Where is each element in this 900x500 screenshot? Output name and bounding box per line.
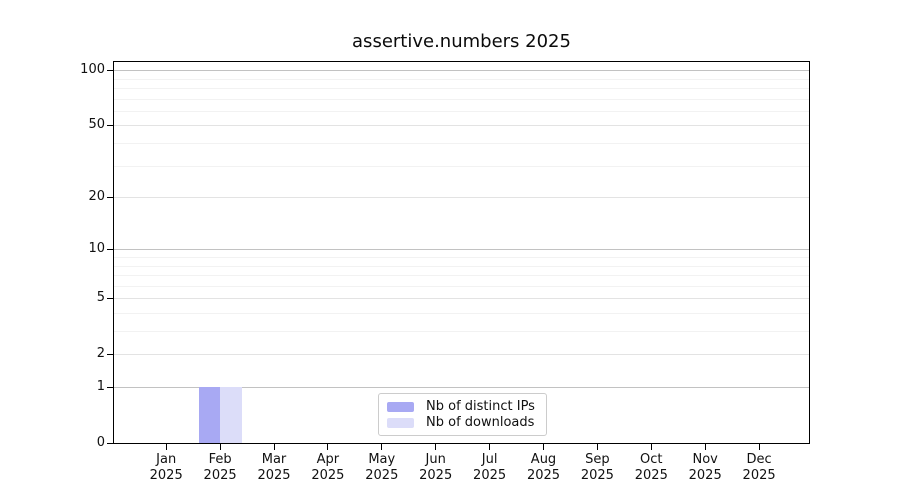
minor-gridline: [114, 110, 809, 112]
x-tick-year: 2025: [365, 468, 399, 483]
gridline: [114, 197, 809, 199]
x-tick-month: Feb: [208, 452, 232, 467]
x-tick-label: Aug 2025: [512, 452, 576, 484]
x-tick-year: 2025: [203, 468, 237, 483]
y-tick-label: 100: [80, 62, 105, 78]
x-tick-year: 2025: [473, 468, 507, 483]
x-tick-year: 2025: [688, 468, 722, 483]
y-tick-label: 50: [88, 117, 105, 133]
x-tick-label: Jan 2025: [134, 452, 198, 484]
x-tick: [435, 444, 437, 450]
legend-swatch-downloads: [387, 417, 414, 428]
x-tick: [596, 444, 598, 450]
plot-canvas: [114, 62, 809, 443]
y-tick: [107, 387, 113, 388]
x-tick-year: 2025: [742, 468, 776, 483]
major-gridline: [114, 387, 809, 388]
minor-gridline: [114, 285, 809, 287]
x-tick-month: Apr: [316, 452, 340, 467]
legend-label-downloads: Nb of downloads: [426, 415, 535, 430]
x-tick-month: Jan: [156, 452, 177, 467]
legend-label-distinct-ips: Nb of distinct IPs: [426, 399, 535, 414]
legend-entry-distinct-ips: Nb of distinct IPs: [387, 399, 537, 414]
y-tick: [107, 70, 113, 72]
x-tick: [273, 444, 275, 450]
x-tick-year: 2025: [526, 468, 561, 483]
x-tick-month: Sep: [585, 452, 610, 467]
y-tick: [107, 249, 113, 251]
x-tick-month: Oct: [640, 452, 663, 467]
x-tick-label: Feb 2025: [188, 452, 252, 484]
x-tick-year: 2025: [580, 468, 614, 483]
minor-gridline: [114, 257, 809, 258]
x-tick: [381, 444, 383, 450]
gridline: [114, 125, 809, 127]
x-tick-year: 2025: [149, 468, 183, 483]
x-tick-label: Apr 2025: [296, 452, 360, 484]
y-tick-label: 0: [96, 435, 105, 450]
bar: [220, 387, 242, 443]
x-tick-label: Oct 2025: [619, 452, 683, 484]
x-tick: [543, 444, 544, 450]
x-tick-label: May 2025: [350, 452, 414, 484]
minor-gridline: [114, 98, 809, 100]
x-tick-month: Aug: [530, 452, 557, 467]
minor-gridline: [114, 143, 809, 145]
x-tick: [489, 444, 491, 450]
x-tick: [650, 444, 652, 450]
legend-entry-downloads: Nb of downloads: [387, 415, 537, 430]
y-tick-label: 20: [88, 189, 105, 205]
y-tick: [107, 443, 113, 444]
x-tick-label: Mar 2025: [242, 452, 306, 484]
x-tick: [219, 444, 221, 450]
bar: [198, 387, 221, 443]
x-tick: [165, 444, 167, 450]
y-tick: [107, 298, 113, 300]
minor-gridline: [114, 78, 809, 80]
minor-gridline: [114, 265, 809, 267]
minor-gridline: [114, 165, 809, 167]
y-tick-label: 2: [96, 346, 105, 362]
x-tick-year: 2025: [257, 468, 291, 483]
x-tick-label: Nov 2025: [673, 452, 737, 484]
y-tick-label: 1: [96, 379, 105, 394]
x-tick-year: 2025: [634, 468, 668, 483]
minor-gridline: [114, 88, 809, 90]
x-tick-label: Jul 2025: [458, 452, 522, 484]
x-tick-year: 2025: [311, 468, 345, 483]
y-tick: [107, 125, 113, 127]
x-tick-month: Mar: [261, 452, 287, 467]
x-tick-label: Sep 2025: [565, 452, 629, 484]
x-tick-month: Nov: [692, 452, 718, 467]
plot-area: [113, 61, 810, 444]
legend: Nb of distinct IPs Nb of downloads: [378, 393, 547, 436]
x-tick-month: Dec: [746, 452, 772, 467]
gridline: [114, 298, 809, 300]
chart-title: assertive.numbers 2025: [352, 31, 571, 52]
x-tick-label: Jun 2025: [404, 452, 468, 484]
major-gridline: [114, 249, 809, 251]
x-tick: [327, 444, 329, 450]
minor-gridline: [114, 331, 809, 333]
gridline: [114, 354, 809, 356]
major-gridline: [114, 70, 809, 72]
x-tick-month: May: [368, 452, 396, 467]
y-tick: [107, 197, 113, 199]
y-tick-label: 10: [88, 241, 105, 257]
minor-gridline: [114, 275, 809, 277]
y-tick-label: 5: [96, 290, 105, 306]
x-tick-label: Dec 2025: [727, 452, 791, 484]
x-tick: [758, 444, 760, 450]
x-tick-month: Jul: [481, 452, 498, 467]
y-tick: [107, 354, 113, 356]
legend-swatch-distinct-ips: [387, 401, 414, 412]
x-tick-month: Jun: [425, 452, 446, 467]
x-tick: [704, 444, 706, 450]
minor-gridline: [114, 312, 809, 314]
x-tick-year: 2025: [419, 468, 453, 483]
